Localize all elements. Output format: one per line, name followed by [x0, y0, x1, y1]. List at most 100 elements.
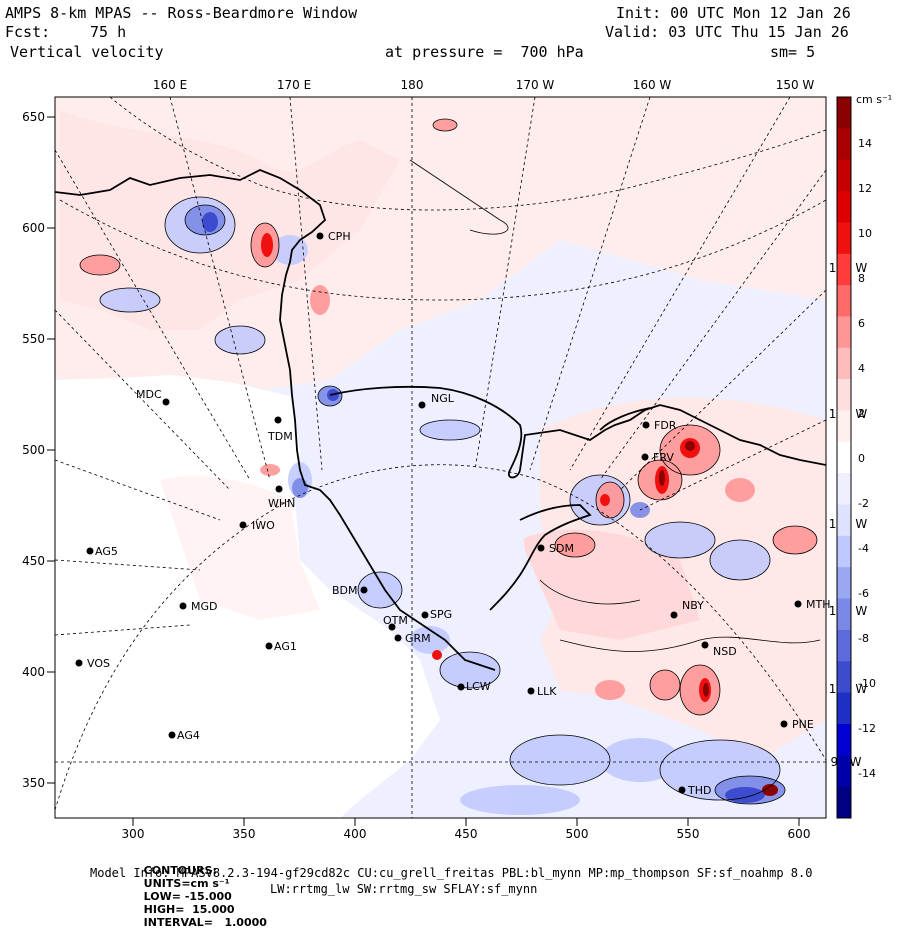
x-tick-label: 300 — [122, 827, 145, 841]
station-label: SPG — [430, 608, 452, 621]
y-tick-label: 350 — [22, 776, 45, 790]
colorbar-label: -14 — [858, 767, 876, 780]
station-label: FDR — [654, 419, 677, 432]
station-label: AG1 — [274, 640, 297, 653]
y-tick-label: 650 — [22, 110, 45, 124]
station-marker: SDM — [537, 542, 574, 555]
colorbar-segment — [837, 128, 851, 161]
lon-label: 150 W — [776, 78, 815, 92]
colorbar-segment — [837, 723, 851, 756]
station-marker: CPH — [316, 230, 351, 243]
colorbar-segment — [837, 755, 851, 788]
x-tick-label: 350 — [233, 827, 256, 841]
station-label: PNE — [792, 718, 814, 731]
colorbar-label: 2 — [858, 407, 865, 420]
coastline — [55, 169, 826, 671]
station-label: VOS — [87, 657, 110, 670]
contours-low: LOW= -15.000 — [143, 890, 232, 903]
station-marker: SPG — [421, 608, 452, 621]
station-label: MTH — [806, 598, 830, 611]
station-label: THD — [687, 784, 711, 797]
y-axis-labels: 650 600 550 500 450 400 350 — [22, 110, 45, 790]
colorbar-segment — [837, 629, 851, 662]
station-label: WHN — [268, 497, 295, 510]
lon-label: 170 E — [277, 78, 311, 92]
station-marker: GRM — [394, 632, 431, 645]
colorbar-segment — [837, 253, 851, 286]
station-label: FRV — [653, 451, 674, 464]
station-label: AG5 — [95, 545, 118, 558]
colorbar-segment — [837, 222, 851, 255]
station-label: GRM — [405, 632, 431, 645]
station-label: AG4 — [177, 729, 200, 742]
map-title: AMPS 8-km MPAS -- Ross-Beardmore Window — [5, 4, 358, 22]
station-marker: LLK — [527, 685, 557, 698]
colorbar-segment — [837, 598, 851, 631]
stations: CPH MDC NGL TDM WHN IWO AG5 MGD AG1 VOS … — [75, 230, 830, 797]
station-label: BDM — [332, 584, 358, 597]
station-label: LLK — [537, 685, 557, 698]
colorbar-label: -2 — [858, 497, 869, 510]
colorbar-segment — [837, 379, 851, 411]
smoothing-value: sm= 5 — [770, 43, 816, 61]
colorbar-label: 14 — [858, 137, 872, 150]
colorbar-segment — [837, 786, 851, 819]
x-axis-labels: 300 350 400 450 500 550 600 — [122, 827, 811, 841]
station-marker: OTM — [383, 614, 408, 631]
station-label: MDC — [136, 388, 162, 401]
x-tick-label: 500 — [566, 827, 589, 841]
lon-label: 160 W — [633, 78, 672, 92]
colorbar-segment — [837, 347, 851, 380]
station-marker: MGD — [179, 600, 218, 613]
station-label: TDM — [267, 430, 293, 443]
station-label: OTM — [383, 614, 408, 627]
station-marker: AG1 — [265, 640, 297, 653]
station-label: NSD — [713, 645, 737, 658]
colorbar-label: 6 — [858, 317, 865, 330]
colorbar-units: cm s⁻¹ — [856, 93, 892, 106]
init-time: Init: 00 UTC Mon 12 Jan 26 — [616, 4, 851, 22]
colorbar-labels: 14 12 10 8 6 4 2 0 -2 -4 -6 -8 -10 -12 -… — [858, 137, 876, 780]
station-marker: FRV — [641, 451, 674, 464]
station-marker: AG4 — [168, 729, 200, 742]
plot-frame — [54, 96, 827, 819]
station-marker: NSD — [701, 641, 737, 658]
y-tick-label: 600 — [22, 221, 45, 235]
station-label: IWO — [252, 519, 275, 532]
station-marker: NBY — [670, 599, 704, 619]
lon-label: 160 E — [153, 78, 187, 92]
station-marker: MDC — [136, 388, 170, 406]
station-marker: THD — [678, 784, 711, 797]
colorbar-segment — [837, 159, 851, 192]
y-tick-label: 450 — [22, 554, 45, 568]
colorbar-label: 4 — [858, 362, 865, 375]
longitude-labels-top: 160 E 170 E 180 170 W 160 W 150 W — [153, 78, 815, 92]
x-tick-label: 600 — [788, 827, 811, 841]
station-marker: TDM — [267, 416, 293, 443]
colorbar-label: 8 — [858, 272, 865, 285]
y-tick-label: 500 — [22, 443, 45, 457]
station-label: NGL — [431, 392, 455, 405]
colorbar-segment — [837, 97, 851, 129]
valid-time: Valid: 03 UTC Thu 15 Jan 26 — [605, 23, 849, 41]
colorbar-segment — [837, 567, 851, 600]
lat-lon-grid — [55, 97, 826, 818]
forecast-hour: 75 h — [90, 23, 127, 41]
colorbar-label: -10 — [858, 677, 876, 690]
lon-label: 180 — [401, 78, 424, 92]
map-canvas: 300 350 400 450 500 550 600 650 600 550 … — [22, 78, 892, 841]
colorbar-label: -8 — [858, 632, 869, 645]
colorbar-label: 12 — [858, 182, 872, 195]
station-marker: IWO — [239, 519, 275, 532]
station-label: LCW — [466, 680, 491, 693]
colorbar-segment — [837, 692, 851, 725]
colorbar-label: -6 — [858, 587, 869, 600]
x-tick-label: 550 — [677, 827, 700, 841]
station-label: SDM — [549, 542, 574, 555]
colorbar-segment — [837, 535, 851, 568]
station-marker: WHN — [268, 485, 295, 510]
axis-ticks — [47, 116, 800, 826]
contours-footer: CONTOURS: UNITS=cm s⁻¹ LOW= -15.000 HIGH… — [136, 851, 267, 929]
model-info: Model Info: MPASv8.2.3-194-gf29cd82c CU:… — [90, 866, 813, 880]
station-marker: LCW — [457, 680, 491, 693]
